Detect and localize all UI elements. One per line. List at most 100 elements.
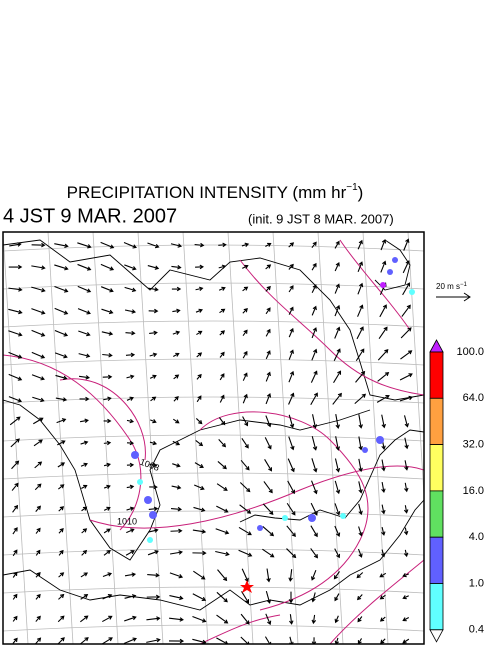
wind-arrow — [262, 526, 275, 537]
wind-arrow — [147, 242, 160, 249]
wind-arrow — [380, 638, 386, 644]
wind-arrow — [11, 460, 20, 470]
wind-arrow — [81, 506, 88, 512]
wind-arrow — [8, 396, 23, 403]
wind-arrow — [103, 440, 112, 446]
wind-arrow — [125, 330, 136, 336]
wind-arrow — [148, 287, 159, 292]
wind-arrow — [193, 570, 206, 580]
wind-arrow — [195, 440, 204, 447]
wind-arrow — [358, 526, 363, 537]
wind-arrow — [126, 528, 135, 534]
wind-reference-label: 20 m s−1 — [436, 282, 468, 292]
meridian — [362, 232, 389, 644]
wind-arrow — [265, 590, 272, 604]
wind-arrow — [31, 242, 46, 248]
wind-arrow — [311, 262, 317, 271]
wind-arrow — [400, 350, 413, 360]
wind-arrow — [404, 482, 409, 493]
colorbar-label: 1.0 — [469, 577, 484, 589]
wind-arrow — [171, 264, 182, 270]
wind-arrow — [335, 436, 341, 451]
wind-arrow — [288, 414, 295, 429]
isobars — [3, 239, 424, 644]
wind-arrow — [80, 594, 89, 600]
wind-arrow — [173, 418, 180, 424]
wind-arrow — [334, 283, 340, 294]
wind-arrow — [376, 395, 390, 403]
wind-arrow — [265, 307, 271, 315]
wind-arrow — [8, 373, 23, 381]
meridian — [3, 232, 29, 644]
wind-arrow — [240, 613, 250, 625]
wind-arrow — [11, 482, 19, 491]
wind-arrow — [12, 593, 18, 600]
wind-arrow — [32, 396, 45, 403]
colorbar-top — [429, 339, 444, 353]
colorbar-label: 64.0 — [463, 392, 484, 404]
wind-arrow — [126, 484, 135, 490]
wind-arrow — [124, 594, 137, 599]
wind-arrow — [170, 243, 183, 248]
wind-arrow — [194, 242, 205, 248]
wind-arrow — [35, 571, 41, 578]
wind-arrow — [334, 262, 340, 272]
wind-arrow — [265, 264, 272, 270]
wind-arrow — [379, 616, 386, 622]
wind-arrow — [192, 550, 207, 556]
parallel — [3, 434, 424, 442]
wind-arrow — [196, 373, 202, 380]
wind-arrow — [216, 505, 229, 513]
wind-arrow — [402, 595, 409, 600]
wind-arrow — [100, 263, 115, 271]
wind-arrow — [358, 481, 363, 494]
wind-arrow — [9, 416, 21, 426]
wind-arrow — [126, 462, 135, 468]
wind-arrow — [333, 571, 340, 580]
colorbar-bin — [429, 490, 444, 538]
wind-arrow — [195, 308, 203, 313]
wind-arrow — [219, 330, 225, 336]
wind-arrow — [12, 504, 19, 513]
wind-arrow — [169, 617, 184, 622]
wind-arrow — [217, 569, 228, 582]
wind-arrow — [311, 241, 317, 249]
colorbar-label: 100.0 — [456, 346, 484, 358]
wind-arrow — [241, 242, 250, 248]
wind-arrow — [310, 370, 318, 383]
wind-arrow — [381, 549, 386, 558]
wind-arrow — [358, 503, 363, 516]
wind-arrow — [402, 260, 410, 274]
wind-arrow — [311, 348, 318, 361]
wind-arrow — [79, 637, 89, 644]
location-star — [240, 580, 254, 593]
wind-arrow — [31, 374, 45, 381]
meridian — [137, 232, 164, 644]
parallel — [3, 282, 424, 290]
wind-arrow — [357, 282, 364, 295]
wind-arrow — [288, 370, 295, 383]
wind-arrow — [312, 414, 318, 429]
colorbar-label: 16.0 — [463, 485, 484, 497]
wind-ref-text: 20 m s — [436, 282, 460, 291]
wind-arrow — [286, 548, 297, 559]
wind-arrow — [192, 529, 207, 534]
wind-arrow — [12, 637, 18, 644]
wind-arrow — [381, 526, 386, 536]
wind-arrow — [242, 416, 249, 427]
wind-arrow — [403, 549, 409, 558]
wind-arrow — [100, 286, 114, 293]
wind-arrow — [403, 238, 410, 251]
wind-arrow — [262, 503, 274, 515]
wind-arrow — [216, 591, 228, 603]
wind-arrow — [217, 461, 227, 470]
wind-arrow — [35, 615, 41, 622]
wind-arrow — [265, 393, 272, 405]
wind-ref-sup: −1 — [460, 282, 468, 288]
parallel — [3, 472, 424, 480]
wind-arrow — [54, 329, 69, 337]
wind-arrow — [173, 352, 180, 357]
wind-arrow — [286, 525, 296, 537]
wind-arrow — [34, 461, 43, 469]
wind-arrow — [310, 548, 318, 559]
